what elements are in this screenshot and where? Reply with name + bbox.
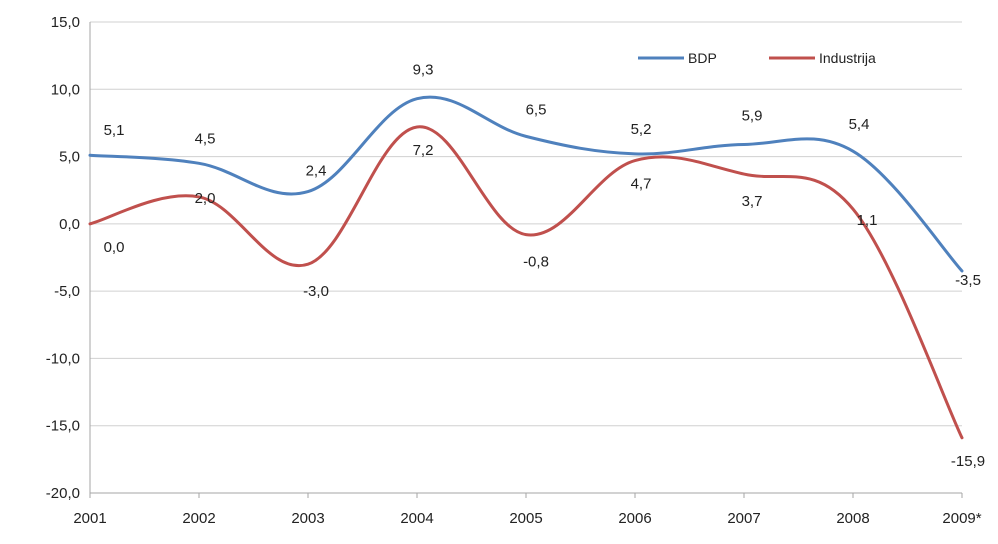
data-label-industrija: -3,0 (303, 283, 329, 300)
x-tick-label: 2007 (727, 510, 760, 527)
data-label-industrija: 3,7 (742, 193, 763, 210)
data-label-bdp: 2,4 (306, 163, 327, 180)
data-label-industrija: -0,8 (523, 254, 549, 271)
x-tick-label: 2001 (73, 510, 106, 527)
x-tick-label: 2006 (618, 510, 651, 527)
data-label-bdp: 4,5 (195, 130, 216, 147)
y-tick-label: 15,0 (51, 14, 80, 31)
y-tick-label: -20,0 (46, 485, 80, 502)
x-tick-label: 2008 (836, 510, 869, 527)
data-label-bdp: -3,5 (955, 272, 981, 289)
data-label-industrija: 7,2 (413, 142, 434, 159)
data-label-industrija: -15,9 (951, 453, 985, 470)
data-label-industrija: 1,1 (857, 212, 878, 229)
legend-label-industrija: Industrija (819, 50, 876, 66)
y-tick-label: -15,0 (46, 418, 80, 435)
series-lines (88, 95, 964, 440)
x-tick-label: 2004 (400, 510, 433, 527)
y-tick-label: -5,0 (54, 283, 80, 300)
data-labels: 5,1 4,5 2,4 9,3 6,5 5,2 5,9 5,4 -3,5 0,0 2,0 -3,0 7,… (104, 62, 986, 470)
data-label-bdp: 5,2 (631, 121, 652, 138)
y-tick-label: 5,0 (59, 149, 80, 166)
series-line-bdp (88, 95, 964, 273)
y-tick-label: -10,0 (46, 350, 80, 367)
data-label-bdp: 5,1 (104, 122, 125, 139)
y-tick-label: 10,0 (51, 81, 80, 98)
data-label-bdp: 5,4 (849, 116, 870, 133)
x-tick-label: 2009* (942, 510, 981, 527)
x-tick-label: 2002 (182, 510, 215, 527)
data-label-industrija: 2,0 (195, 190, 216, 207)
data-label-bdp: 9,3 (413, 62, 434, 79)
series-line-industrija (88, 125, 964, 440)
data-label-bdp: 5,9 (742, 107, 763, 124)
x-tick-label: 2005 (509, 510, 542, 527)
y-tick-label: 0,0 (59, 216, 80, 233)
legend-label-bdp: BDP (688, 50, 717, 66)
data-label-bdp: 6,5 (526, 101, 547, 118)
axes: 15,0 10,0 5,0 0,0 -5,0 -10,0 -15,0 -20,0 2001 200… (46, 14, 982, 527)
x-tick-label: 2003 (291, 510, 324, 527)
gridlines (90, 21, 962, 427)
data-label-industrija: 0,0 (104, 239, 125, 256)
data-label-industrija: 4,7 (631, 176, 652, 193)
legend: BDP Industrija (638, 50, 876, 66)
